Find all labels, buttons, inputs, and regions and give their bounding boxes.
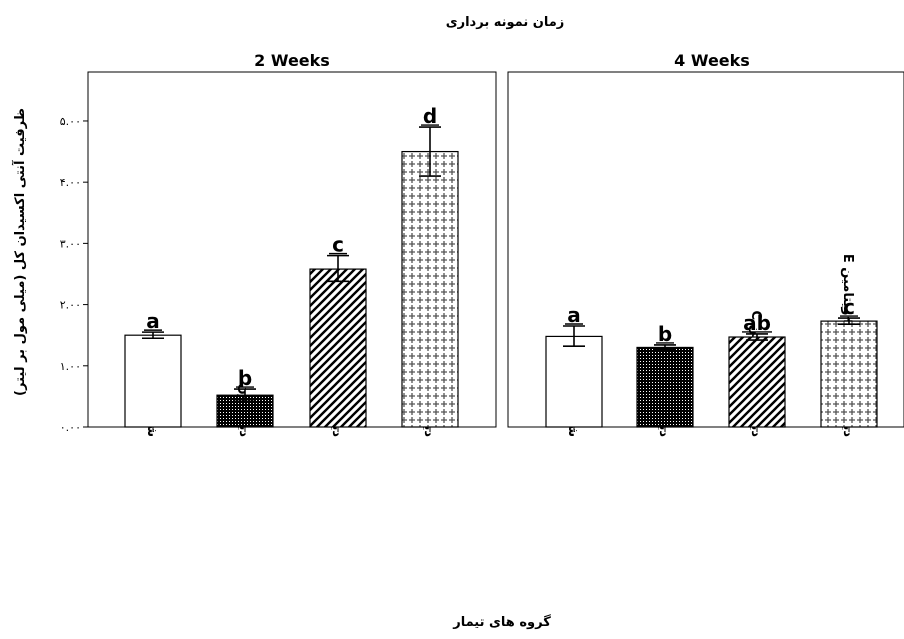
panel-frame-4-weeks (507, 71, 904, 428)
bar (309, 268, 367, 428)
significance-letter: c (843, 295, 855, 319)
panel-title-2-weeks: 2 Weeks (254, 51, 330, 70)
y-tick-label: ۲.۰۰ (60, 299, 81, 312)
y-tick-label: ۵.۰۰ (60, 115, 81, 128)
y-axis-label: ظرفیت آنتی اکسیدان کل (میلی مول بر لیتر) (11, 108, 28, 396)
bar (636, 346, 694, 428)
x-axis-label: گروه های تیمار (452, 614, 551, 630)
y-tick-label: ۳.۰۰ (60, 237, 81, 250)
significance-letter: b (238, 366, 252, 390)
y-tick-label: ۴.۰۰ (60, 176, 81, 189)
y-tick-label: ۱.۰۰ (60, 360, 81, 373)
significance-letter: a (567, 303, 581, 327)
significance-letter: ab (743, 311, 771, 335)
y-tick-label: ۰.۰۰ (60, 421, 81, 434)
panel-title-4-weeks: 4 Weeks (674, 51, 750, 70)
bar (545, 335, 603, 428)
bar (820, 320, 878, 428)
significance-letter: d (423, 104, 437, 128)
chart-title: زمان نمونه برداری (446, 15, 565, 30)
bar (728, 336, 786, 428)
significance-letter: c (332, 233, 344, 257)
significance-letter: a (146, 309, 160, 333)
bar (124, 334, 182, 428)
significance-letter: b (658, 322, 672, 346)
panel-frame-2-weeks (87, 71, 497, 428)
bar (401, 150, 459, 428)
